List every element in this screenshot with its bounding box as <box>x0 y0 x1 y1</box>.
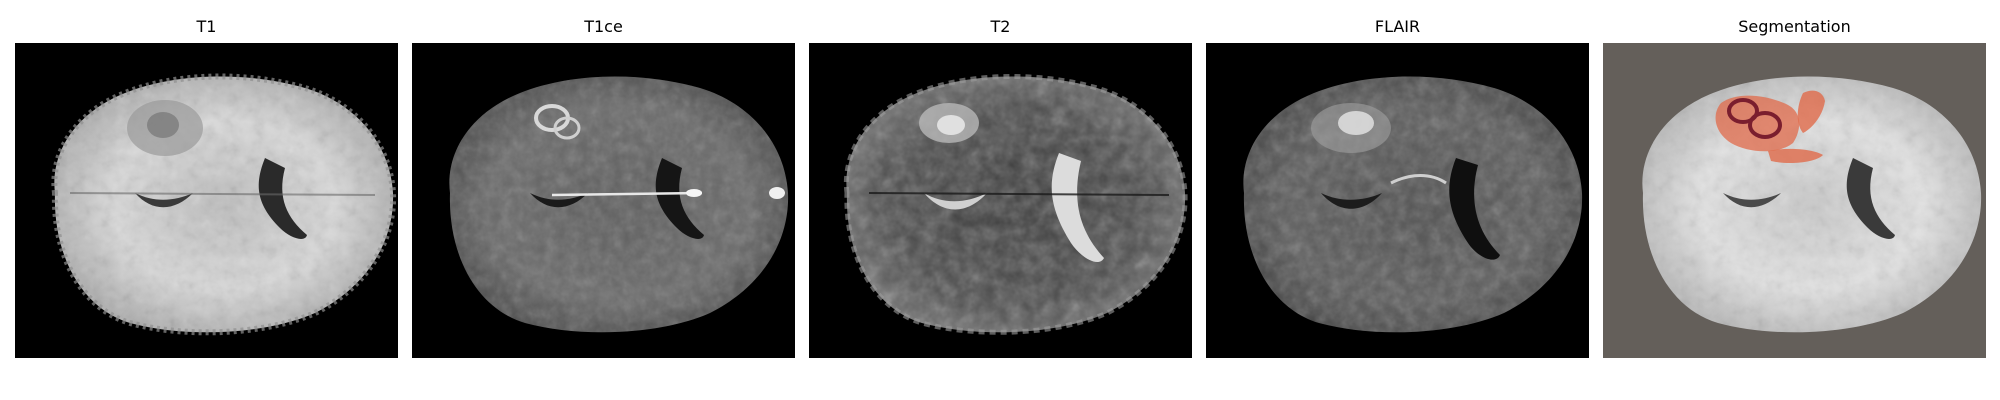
brain-image-flair <box>1206 43 1589 358</box>
brain-image-segmentation <box>1603 43 1986 358</box>
tumor-edema-overlay <box>1715 90 1825 163</box>
panel-title-t2: T2 <box>990 17 1011 36</box>
panel-title-flair: FLAIR <box>1374 17 1421 36</box>
panel-t1: T1 <box>15 0 398 400</box>
panel-title-segmentation: Segmentation <box>1738 17 1851 36</box>
panel-segmentation: Segmentation <box>1603 0 1986 400</box>
panel-flair: FLAIR <box>1206 0 1589 400</box>
panel-title-t1: T1 <box>196 17 217 36</box>
tumor-core-overlay <box>1727 98 1782 139</box>
brain-image-t1ce <box>412 43 795 358</box>
panel-t1ce: T1ce <box>412 0 795 400</box>
brain-image-t1 <box>15 43 398 358</box>
panel-t2: T2 <box>809 0 1192 400</box>
panel-title-t1ce: T1ce <box>584 17 623 36</box>
brain-image-t2 <box>809 43 1192 358</box>
